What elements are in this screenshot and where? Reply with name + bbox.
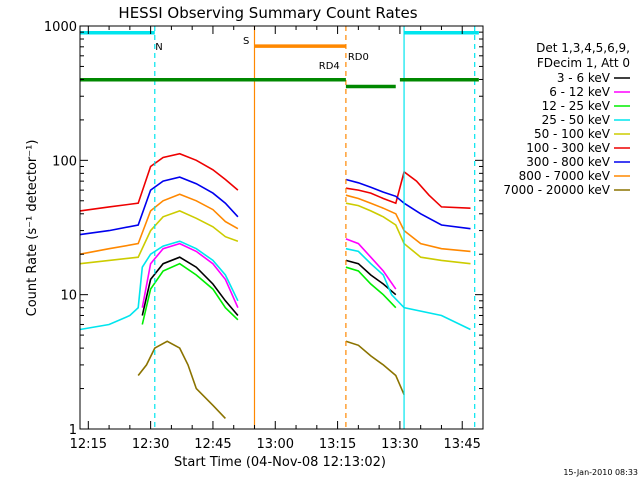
- legend-label: 50 - 100 keV: [534, 127, 611, 141]
- series-8-line-0: [137, 340, 226, 419]
- y-axis-label: Count Rate (s⁻¹ detector⁻¹): [25, 140, 40, 317]
- y-tick-label: 1: [69, 423, 77, 438]
- x-tick-label: 13:30: [381, 437, 418, 452]
- y-tick-label: 100: [52, 154, 77, 169]
- series-3-line-1: [345, 247, 471, 331]
- legend-header: Det 1,3,4,5,6,9,: [536, 41, 630, 55]
- legend-label: 12 - 25 keV: [542, 99, 611, 113]
- series-6-line-1: [345, 178, 471, 230]
- x-tick-label: 12:45: [194, 437, 231, 452]
- legend-label: 100 - 300 keV: [526, 141, 610, 155]
- series-7-line-0: [79, 193, 239, 255]
- legend-header: FDecim 1, Att 0: [537, 56, 630, 70]
- series-1-line-1: [345, 238, 397, 290]
- x-axis-label: Start Time (04-Nov-08 12:13:02): [174, 455, 386, 470]
- status-label-1: S: [243, 36, 249, 47]
- data-traces: [79, 152, 471, 419]
- x-tick-label: 13:00: [257, 437, 294, 452]
- legend: Det 1,3,4,5,6,9,FDecim 1, Att 03 - 6 keV…: [503, 41, 630, 197]
- x-tick-label: 13:45: [443, 437, 480, 452]
- legend-label: 800 - 7000 keV: [519, 169, 611, 183]
- x-tick-label: 12:15: [70, 437, 107, 452]
- legend-label: 3 - 6 keV: [557, 71, 611, 85]
- series-5-line-1: [345, 170, 471, 209]
- plot-frame: [79, 25, 484, 430]
- series-0-line-0: [141, 256, 239, 317]
- status-label-3: RD4: [319, 61, 340, 72]
- series-4-line-1: [345, 202, 471, 265]
- series-5-line-0: [79, 152, 239, 212]
- legend-label: 25 - 50 keV: [542, 113, 611, 127]
- marker-lines: N S RD0 RD4: [80, 26, 479, 429]
- x-axis: 12:15 12:30 12:45 13:00 13:15 13:30 13:45: [70, 26, 484, 452]
- series-8-line-1: [345, 340, 405, 396]
- series-7-line-1: [345, 194, 471, 253]
- legend-label: 6 - 12 keV: [549, 85, 611, 99]
- x-tick-label: 12:30: [132, 437, 169, 452]
- y-tick-label: 10: [60, 289, 77, 304]
- y-axis: 1 10 100 1000: [44, 20, 483, 438]
- status-label-0: N: [155, 42, 162, 53]
- series-2-line-1: [345, 266, 397, 309]
- series-6-line-0: [79, 176, 239, 236]
- chart-title: HESSI Observing Summary Count Rates: [118, 4, 417, 22]
- series-3-line-0: [79, 240, 239, 331]
- legend-label: 7000 - 20000 keV: [503, 183, 610, 197]
- series-0-line-1: [345, 259, 397, 296]
- status-label-2: RD0: [348, 52, 369, 63]
- series-4-line-0: [79, 210, 239, 265]
- legend-label: 300 - 800 keV: [526, 155, 610, 169]
- series-1-line-0: [141, 242, 239, 309]
- series-2-line-0: [141, 262, 239, 325]
- y-tick-label: 1000: [44, 20, 77, 35]
- footer-timestamp: 15-Jan-2010 08:33: [563, 468, 638, 477]
- x-tick-label: 13:15: [319, 437, 356, 452]
